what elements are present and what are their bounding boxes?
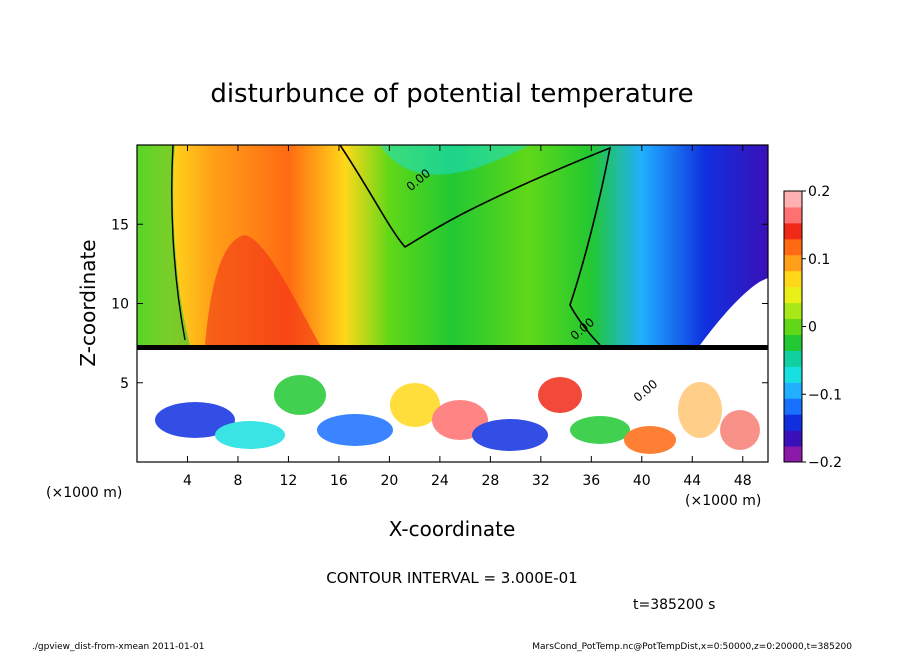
x-axis-label: X-coordinate <box>389 517 516 541</box>
footer-left: ./gpview_dist-from-xmean 2011-01-01 <box>32 642 205 652</box>
colorbar: 0.2 0.1 0 −0.1 −0.2 <box>783 184 842 471</box>
colorbar-swatch <box>784 382 802 399</box>
contour-line-left <box>171 145 186 341</box>
contour-line-main <box>339 145 612 346</box>
x-tick-label: 32 <box>532 473 550 489</box>
x-unit-left: (×1000 m) <box>46 485 122 501</box>
plot-field <box>137 145 768 462</box>
colorbar-swatch <box>784 398 802 415</box>
colorbar-swatch <box>784 254 802 272</box>
colorbar-swatch <box>784 350 802 367</box>
x-ticks: 4 8 12 16 20 24 28 32 36 40 44 48 <box>183 145 752 489</box>
x-tick-label: 12 <box>280 473 298 489</box>
colorbar-swatch <box>784 191 802 208</box>
x-unit-right: (×1000 m) <box>685 493 761 509</box>
x-tick-label: 20 <box>380 473 398 489</box>
colorbar-tick-label: 0.1 <box>808 252 830 268</box>
colorbar-swatch <box>784 302 802 320</box>
colorbar-swatch <box>784 206 802 224</box>
upper-warm-region <box>205 235 320 345</box>
x-tick-label: 40 <box>633 473 651 489</box>
x-tick-label: 44 <box>683 473 701 489</box>
y-ticks: 5 10 15 <box>111 217 768 392</box>
x-tick-label: 8 <box>233 473 242 489</box>
upper-cyan-region <box>380 145 530 175</box>
y-axis-label: Z-coordinate <box>76 239 100 366</box>
colorbar-tick-label: −0.1 <box>808 387 842 403</box>
x-tick-label: 24 <box>431 473 449 489</box>
y-tick-label: 5 <box>120 376 129 392</box>
colorbar-swatch <box>784 318 802 335</box>
y-tick-label: 10 <box>111 297 129 313</box>
lower-turbulent-patches <box>155 375 760 454</box>
colorbar-swatch <box>784 238 802 256</box>
colorbar-swatch <box>784 286 802 304</box>
colorbar-tick-label: 0.2 <box>808 184 830 200</box>
colorbar-swatch <box>784 430 802 447</box>
colorbar-swatch <box>784 366 802 383</box>
x-tick-label: 4 <box>183 473 192 489</box>
colorbar-swatch <box>784 270 802 288</box>
footer-right: MarsCond_PotTemp.nc@PotTempDist,x=0:5000… <box>532 642 852 652</box>
upper-white-region <box>700 278 768 345</box>
colorbar-tick-label: −0.2 <box>808 455 842 471</box>
x-tick-label: 16 <box>330 473 348 489</box>
interface-line <box>137 345 768 350</box>
upper-green-strip <box>137 145 190 345</box>
chart-title: disturbunce of potential temperature <box>210 79 693 109</box>
colorbar-swatch <box>784 222 802 240</box>
time-stamp: t=385200 s <box>633 597 715 613</box>
x-tick-label: 28 <box>481 473 499 489</box>
y-tick-label: 15 <box>111 217 129 233</box>
colorbar-swatch <box>784 334 802 351</box>
colorbar-tick-label: 0 <box>808 320 817 336</box>
x-tick-label: 48 <box>734 473 752 489</box>
colorbar-swatch <box>784 446 802 463</box>
x-tick-label: 36 <box>582 473 600 489</box>
contour-interval: CONTOUR INTERVAL = 3.000E-01 <box>326 569 577 587</box>
colorbar-swatch <box>784 414 802 431</box>
